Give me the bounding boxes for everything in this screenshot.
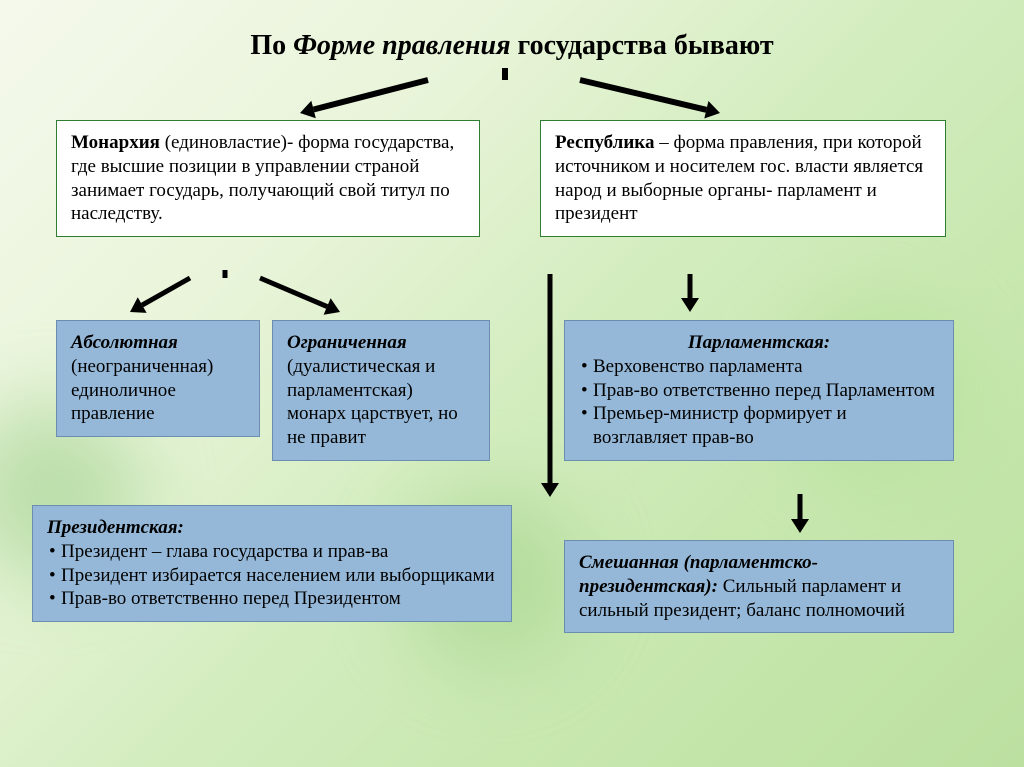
absolute-body: (неограниченная) единоличное правление: [71, 356, 213, 425]
republic-heading: Республика: [555, 132, 654, 153]
limited-heading: Ограниченная: [287, 332, 407, 353]
republic-box: Республика – форма правления, при которо…: [540, 120, 946, 237]
presidential-heading: Президентская:: [47, 516, 497, 540]
parliamentary-b2: Прав-во ответственно перед Парламентом: [579, 379, 939, 403]
title-prefix: По: [250, 30, 293, 61]
presidential-box: Президентская: Президент – глава государ…: [32, 505, 512, 622]
parliamentary-heading: Парламентская:: [579, 331, 939, 355]
title-suffix: государства бывают: [511, 30, 774, 61]
presidential-b1: Президент – глава государства и прав-ва: [47, 540, 497, 564]
parliamentary-list: Верховенство парламента Прав-во ответств…: [579, 355, 939, 450]
title-italic: Форме правления: [293, 30, 510, 61]
monarchy-box: Монархия (единовластие)- форма государст…: [56, 120, 480, 237]
presidential-b3: Прав-во ответственно перед Президентом: [47, 587, 497, 611]
parliamentary-box: Парламентская: Верховенство парламента П…: [564, 320, 954, 461]
parliamentary-b3: Премьер-министр формирует и возглавляет …: [579, 402, 939, 450]
parliamentary-b1: Верховенство парламента: [579, 355, 939, 379]
absolute-heading: Абсолютная: [71, 332, 178, 353]
monarchy-heading: Монархия: [71, 132, 160, 153]
limited-box: Ограниченная (дуалистическая и парламент…: [272, 320, 490, 461]
presidential-b2: Президент избирается населением или выбо…: [47, 564, 497, 588]
presidential-list: Президент – глава государства и прав-ва …: [47, 540, 497, 611]
mixed-box: Смешанная (парламентско-президентская): …: [564, 540, 954, 633]
limited-body: (дуалистическая и парламентская) монарх …: [287, 356, 458, 448]
absolute-box: Абсолютная (неограниченная) единоличное …: [56, 320, 260, 437]
page-title: По Форме правления государства бывают: [0, 30, 1024, 62]
